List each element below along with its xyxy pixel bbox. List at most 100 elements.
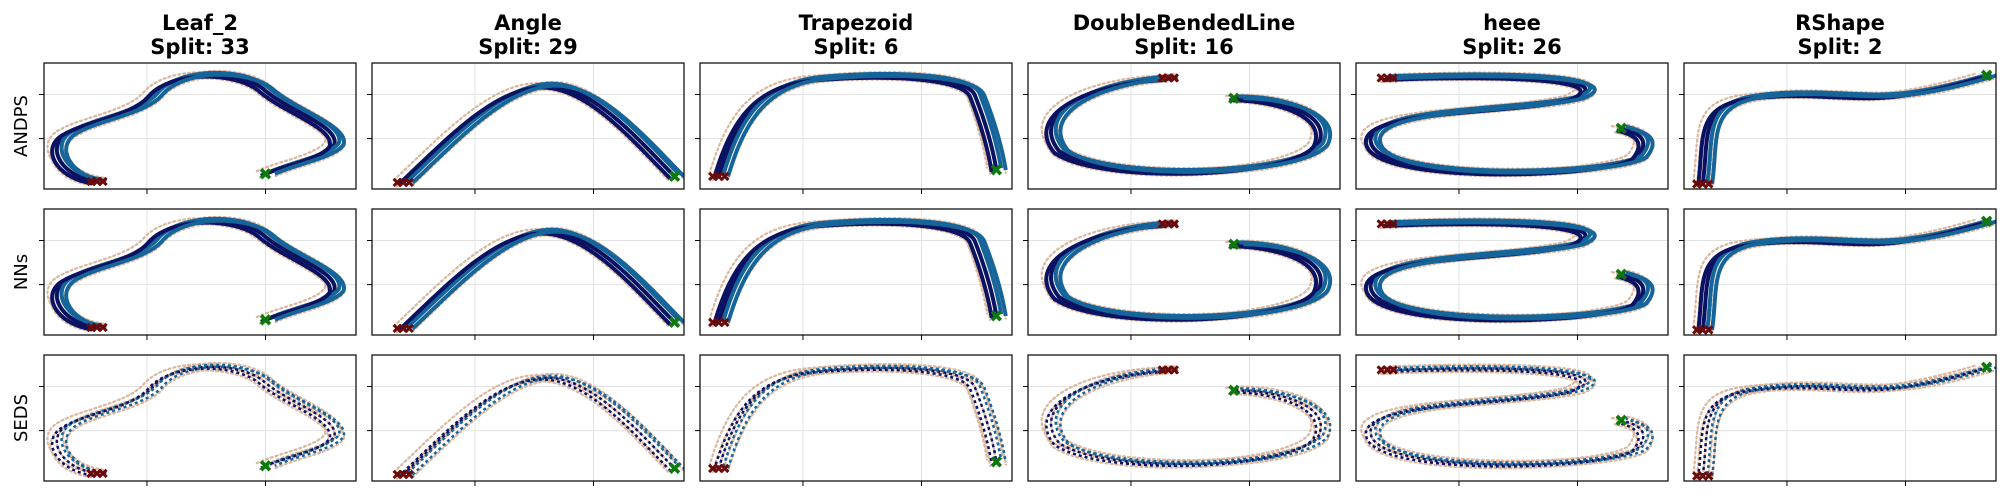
reproduced-trajectory: [1378, 367, 1654, 466]
start-marker: ✖: [1387, 363, 1399, 379]
goal-marker: ✖: [668, 313, 682, 333]
start-marker: ✖: [1691, 469, 1703, 485]
panel-nns-trapezoid: ✖✖✖ ✖: [695, 208, 1013, 340]
demonstration-trajectory: [1363, 370, 1639, 470]
start-marker: ✖: [1697, 469, 1709, 485]
reproduced-trajectory: [411, 83, 684, 185]
start-marker: ✖: [391, 176, 403, 192]
demonstration-trajectory: [392, 373, 667, 474]
panel-frame: [699, 62, 1013, 190]
start-marker: ✖: [1381, 363, 1393, 379]
panel-seds-trapezoid: ✖✖✖ ✖: [695, 354, 1013, 486]
panel-andps-trapezoid: ✖✖✖ ✖: [695, 62, 1013, 194]
goal-marker: ✖: [668, 459, 682, 479]
reproduced-trajectory: [60, 363, 341, 473]
panel-background: [700, 355, 1012, 481]
goal-marker: ✖: [1980, 213, 1994, 233]
column-title: Angle: [494, 11, 562, 35]
reproduced-trajectory: [1710, 219, 1996, 331]
column-title: heee: [1483, 11, 1541, 35]
start-marker: ✖: [1169, 217, 1181, 233]
start-marker: ✖: [1157, 217, 1169, 233]
goal-marker: ✖: [989, 161, 1003, 181]
panel-andps-rshape: ✖✖✖✖: [1679, 62, 1997, 194]
reproduced-trajectory: [726, 366, 1007, 469]
start-marker: ✖: [1169, 71, 1181, 87]
reproduced-trajectory: [64, 72, 347, 184]
reproduced-trajectory: [712, 368, 993, 471]
start-marker: ✖: [91, 174, 103, 190]
panel-nns-leaf_2: ✖✖✖ ✖: [39, 208, 357, 340]
panel-frame: [43, 208, 357, 336]
panel-frame: [699, 354, 1013, 482]
panel-frame: [371, 354, 685, 482]
panel-andps-leaf_2: ✖✖✖ ✖: [39, 62, 357, 194]
reproduced-trajectory: [712, 75, 994, 179]
reproduced-trajectory: [1045, 370, 1318, 468]
panel-background: [44, 355, 356, 481]
goal-marker: ✖: [258, 165, 272, 185]
column-split-label: Split: 16: [1134, 35, 1234, 59]
goal-marker: ✖: [258, 311, 272, 331]
demonstration-trajectory: [402, 376, 676, 476]
start-marker: ✖: [1163, 71, 1175, 87]
demonstration-trajectory: [723, 362, 1004, 466]
reproduced-trajectory: [1710, 73, 1996, 185]
start-marker: ✖: [391, 468, 403, 484]
start-marker: ✖: [1697, 323, 1709, 339]
goal-marker: ✖: [1227, 89, 1241, 109]
panel-nns-heee: ✖✖✖✖: [1351, 208, 1669, 340]
panel-seds-doublebendedline: ✖✖✖✖: [1023, 354, 1341, 486]
start-marker: ✖: [719, 461, 731, 477]
start-marker: ✖: [719, 315, 731, 331]
goal-marker: ✖: [1614, 412, 1628, 432]
column-split-label: Split: 26: [1462, 35, 1562, 59]
start-marker: ✖: [85, 174, 97, 190]
column-title: Leaf_2: [162, 11, 238, 35]
reproduced-trajectory: [64, 365, 346, 475]
panel-frame: [1027, 208, 1341, 336]
start-marker: ✖: [1381, 71, 1393, 87]
reproduced-trajectory: [59, 216, 342, 328]
start-marker: ✖: [85, 466, 97, 482]
reproduced-trajectory: [1363, 222, 1641, 323]
column-split-label: Split: 6: [814, 35, 899, 59]
panel-seds-leaf_2: ✖✖✖ ✖: [39, 354, 357, 486]
reproduced-trajectory: [1363, 76, 1641, 177]
start-marker: ✖: [713, 169, 725, 185]
row-label: NNs: [11, 254, 32, 290]
start-marker: ✖: [1375, 217, 1387, 233]
demonstration-trajectory: [1043, 372, 1316, 469]
start-marker: ✖: [1703, 323, 1715, 339]
goal-marker: ✖: [1614, 120, 1628, 140]
column-title: Trapezoid: [799, 11, 914, 35]
reproduced-trajectory: [64, 218, 347, 330]
start-marker: ✖: [1163, 363, 1175, 379]
start-marker: ✖: [97, 174, 109, 190]
reproduced-trajectory: [1054, 366, 1327, 464]
start-marker: ✖: [1703, 469, 1715, 485]
reproduced-trajectory: [1364, 368, 1640, 468]
panel-nns-angle: ✖✖✖ ✖: [367, 208, 685, 340]
panel-frame: [1683, 62, 1997, 190]
row-label: ANDPS: [11, 95, 32, 157]
reproduced-trajectory: [1058, 76, 1333, 174]
column-split-label: Split: 2: [1798, 35, 1883, 59]
column-split-label: Split: 29: [478, 35, 578, 59]
demonstration-trajectory: [1707, 362, 1994, 474]
goal-marker: ✖: [1980, 67, 1994, 87]
panel-frame: [371, 208, 685, 336]
panel-andps-heee: ✖✖✖✖: [1351, 62, 1669, 194]
start-marker: ✖: [1697, 177, 1709, 193]
start-marker: ✖: [1157, 363, 1169, 379]
start-marker: ✖: [1387, 217, 1399, 233]
panel-andps-angle: ✖✖✖ ✖: [367, 62, 685, 194]
start-marker: ✖: [707, 461, 719, 477]
reproduced-trajectory: [1377, 74, 1655, 175]
demonstration-trajectory: [46, 363, 327, 473]
panel-seds-heee: ✖✖✖✖: [1351, 354, 1669, 486]
goal-marker: ✖: [1980, 359, 1994, 379]
start-marker: ✖: [1169, 363, 1181, 379]
reproduced-trajectory: [726, 73, 1008, 177]
panel-frame: [43, 62, 357, 190]
